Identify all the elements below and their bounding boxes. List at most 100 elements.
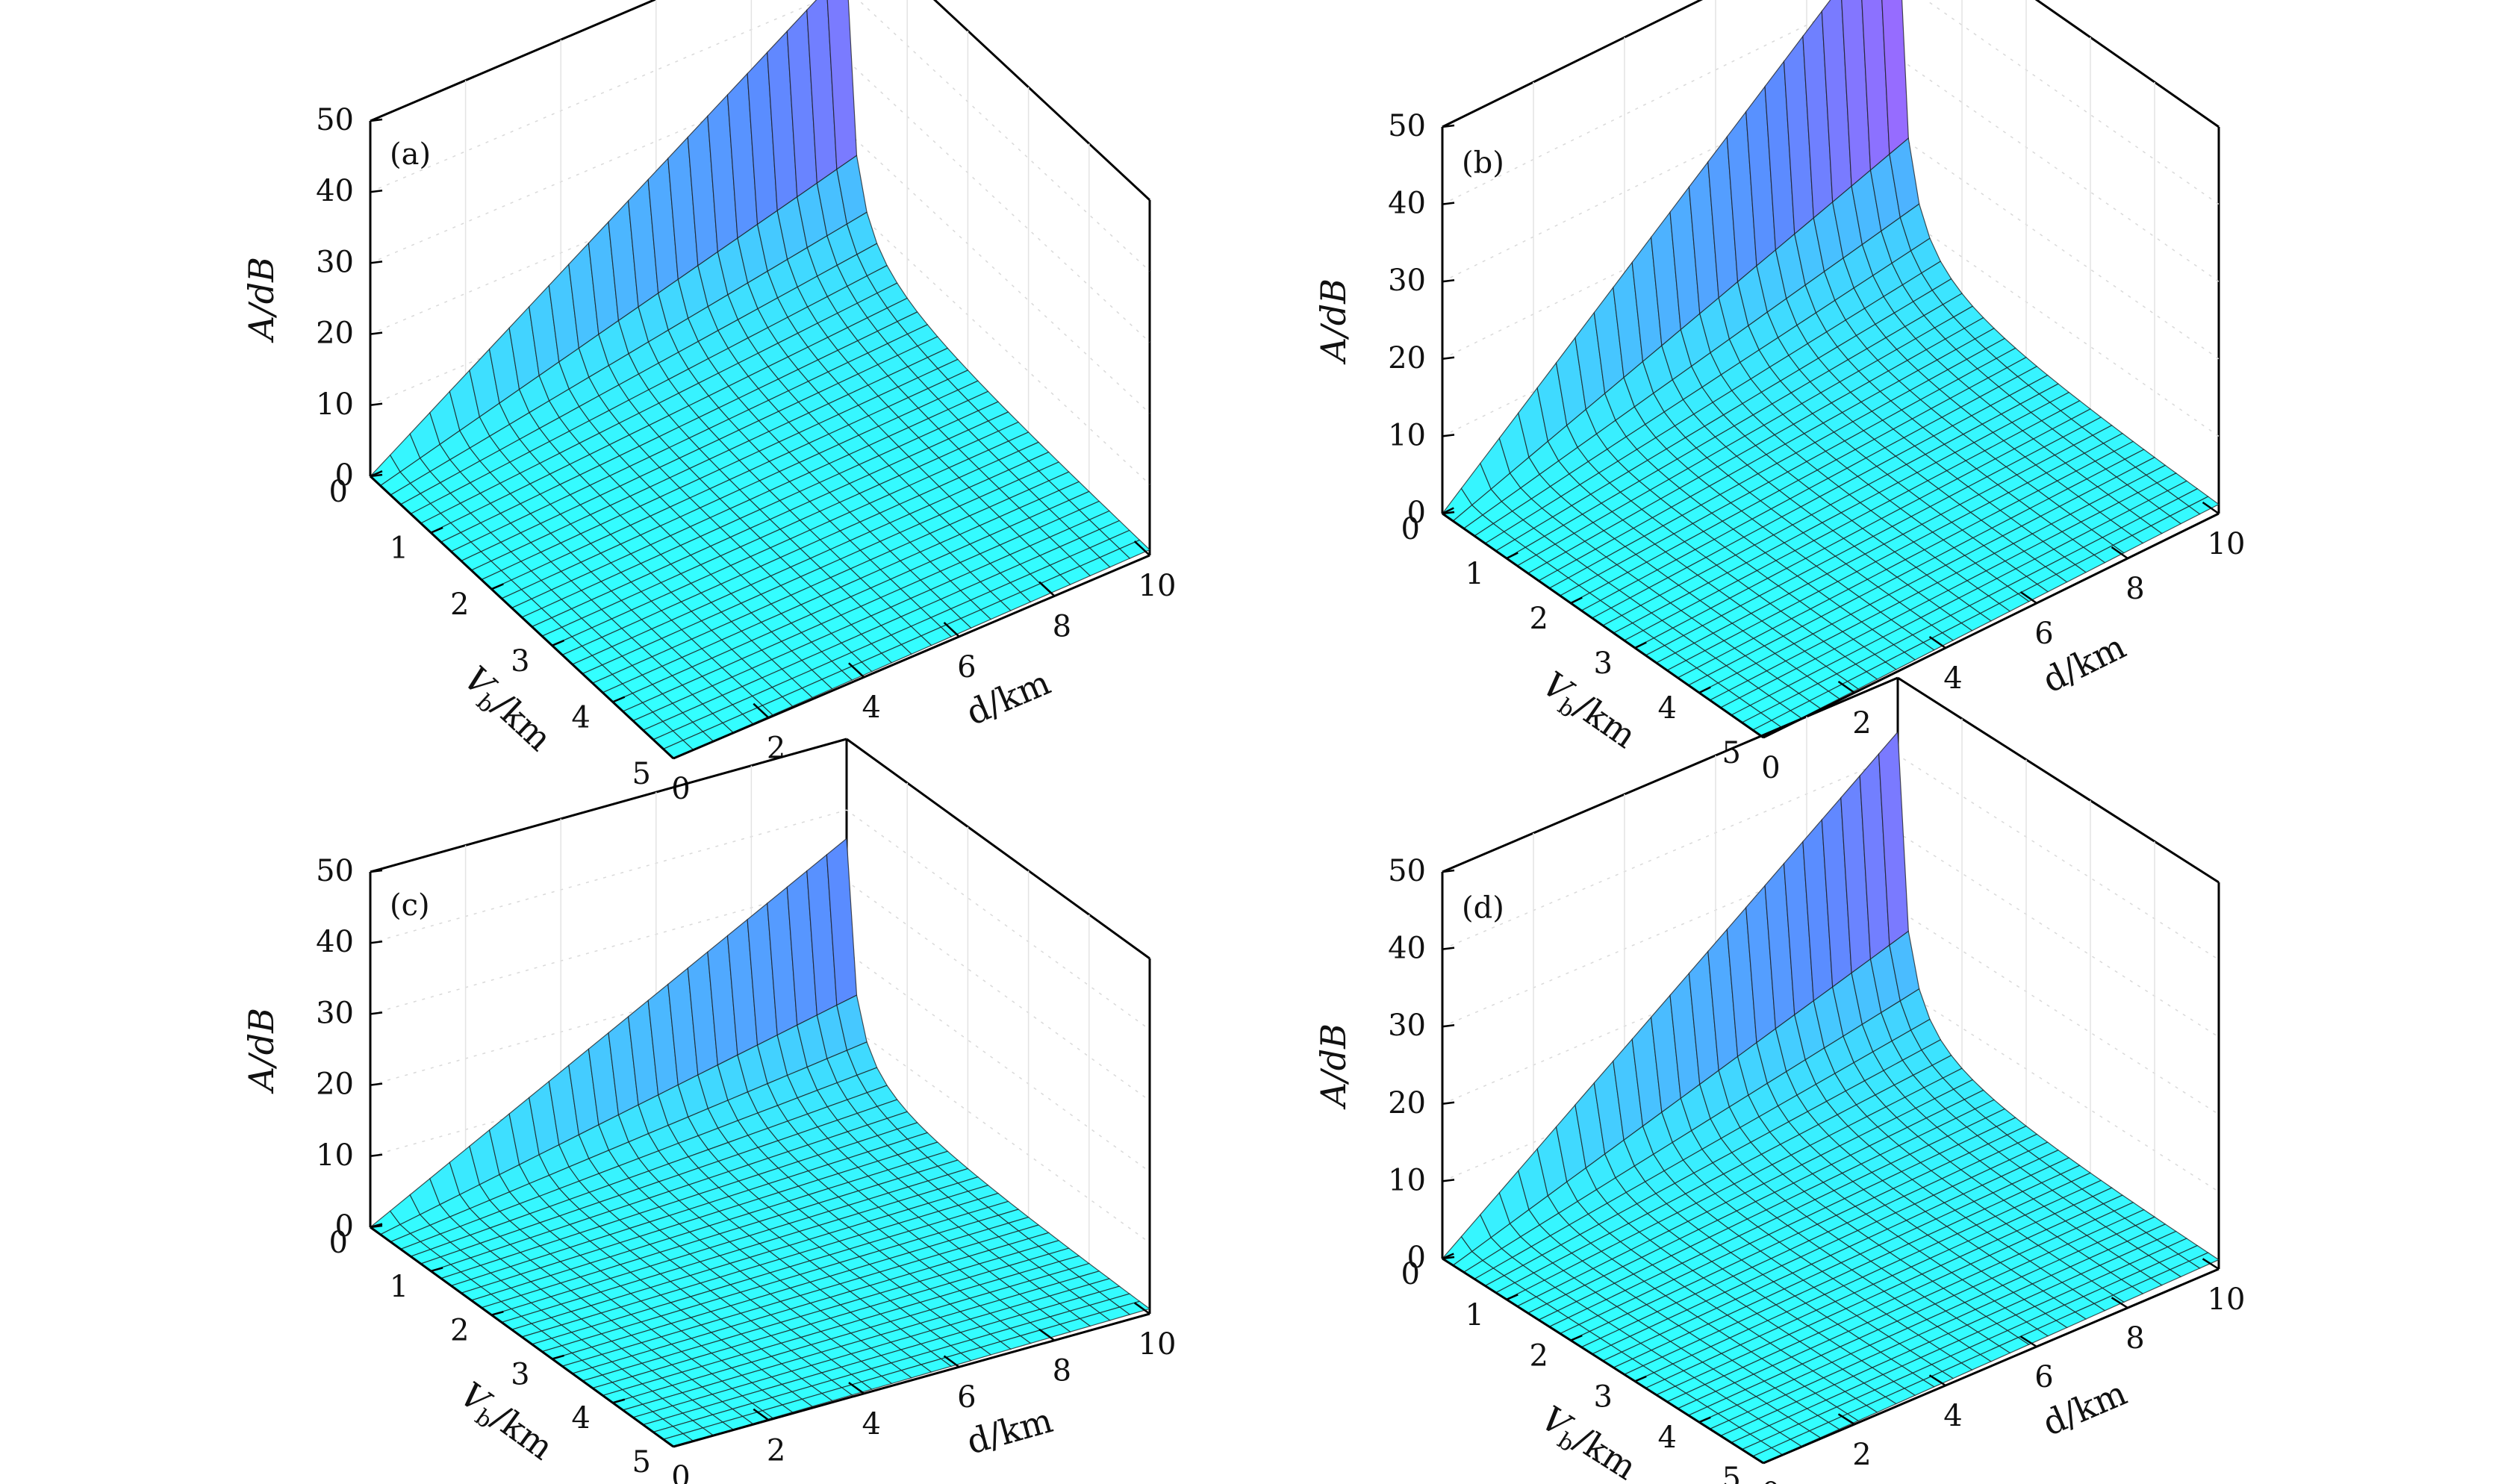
- d-tick-mark: [1928, 635, 1946, 649]
- surface-cell: [1118, 1300, 1151, 1315]
- z-tick-label: 20: [316, 317, 354, 351]
- z-tick-mark: [370, 940, 383, 944]
- vb-tick-mark: [612, 696, 626, 703]
- d-tick-label: 4: [1943, 1399, 1962, 1433]
- z-tick-label: 20: [1388, 1086, 1426, 1120]
- z-tick-label: 50: [1388, 854, 1426, 888]
- d-tick-mark: [943, 621, 960, 637]
- vb-tick-mark: [370, 1223, 383, 1229]
- d-tick-label: 2: [767, 1433, 785, 1468]
- z-tick-mark: [370, 1082, 383, 1086]
- z-tick-mark: [370, 118, 383, 122]
- z-tick-label: 30: [1388, 1008, 1426, 1043]
- back-gridline: [370, 59, 1150, 343]
- vb-axis-label: Vb/km: [1532, 1398, 1644, 1484]
- z-tick-label: 10: [1388, 418, 1426, 452]
- d-tick-mark: [2019, 1335, 2037, 1348]
- z-tick-label: 50: [316, 854, 354, 888]
- d-tick-mark: [657, 1435, 674, 1448]
- z-tick-label: 40: [316, 925, 354, 959]
- vb-tick-mark: [612, 1398, 626, 1404]
- z-tick-mark: [370, 1011, 383, 1015]
- box-edge: [846, 738, 1150, 960]
- vb-tick-mark: [430, 526, 443, 534]
- d-axis-label: d/km: [962, 1400, 1057, 1462]
- z-tick-mark: [370, 331, 383, 335]
- vb-tick-mark: [430, 1267, 443, 1273]
- vb-tick-label: 5: [1722, 1462, 1741, 1484]
- vb-tick-label: 1: [1466, 557, 1484, 591]
- box-edge: [1897, 676, 2220, 884]
- z-tick-label: 40: [1388, 932, 1426, 966]
- z-tick-label: 30: [316, 996, 354, 1030]
- back-gridline: [370, 809, 1150, 1030]
- d-tick-mark: [848, 662, 865, 679]
- z-tick-mark: [1442, 947, 1455, 950]
- d-axis-line: [673, 1312, 1150, 1448]
- z-tick-mark: [1442, 434, 1455, 437]
- vb-tick-label: 2: [1530, 1339, 1548, 1374]
- vb-tick-mark: [1506, 552, 1519, 560]
- vb-tick-label: 1: [1466, 1298, 1484, 1332]
- vb-tick-label: 0: [329, 1226, 348, 1260]
- z-tick-label: 40: [316, 174, 354, 208]
- panel-label: (d): [1462, 891, 1504, 925]
- d-tick-label: 10: [1139, 1327, 1177, 1362]
- vb-axis-label-tail: /km: [1568, 686, 1644, 756]
- vb-tick-mark: [552, 639, 565, 646]
- z-tick-mark: [1442, 1179, 1455, 1182]
- d-tick-mark: [2111, 546, 2128, 560]
- vb-tick-mark: [1763, 731, 1775, 739]
- d-tick-mark: [753, 1408, 770, 1421]
- vb-tick-label: 3: [1594, 646, 1613, 681]
- box-edge: [2034, 0, 2220, 128]
- z-tick-mark: [370, 869, 383, 873]
- d-tick-mark: [1837, 680, 1855, 694]
- vb-axis-line: [369, 475, 675, 760]
- z-tick-label: 0: [335, 1209, 354, 1244]
- d-tick-mark: [1133, 1302, 1150, 1315]
- d-tick-label: 6: [957, 650, 976, 685]
- d-tick-mark: [943, 1355, 960, 1368]
- z-tick-label: 0: [335, 458, 354, 493]
- z-tick-label: 10: [316, 387, 354, 422]
- d-tick-label: 8: [1053, 609, 1071, 643]
- vb-tick-label: 3: [511, 1357, 529, 1391]
- vb-axis-label: Vb/km: [450, 1374, 561, 1472]
- d-tick-mark: [2202, 1258, 2220, 1271]
- z-tick-label: 30: [316, 245, 354, 279]
- z-tick-mark: [1442, 1101, 1455, 1106]
- vb-tick-mark: [552, 1354, 564, 1360]
- d-tick-label: 4: [862, 1407, 880, 1441]
- z-tick-mark: [1442, 356, 1455, 361]
- vb-tick-mark: [1570, 596, 1583, 605]
- vb-tick-label: 0: [1401, 1257, 1420, 1291]
- d-tick-label: 8: [2125, 1321, 2144, 1356]
- z-tick-mark: [1442, 278, 1455, 283]
- d-tick-label: 0: [1761, 751, 1780, 785]
- vb-axis-label: Vb/km: [1533, 664, 1644, 761]
- vb-tick-label: 2: [450, 587, 469, 622]
- vb-tick-mark: [370, 470, 383, 478]
- d-tick-mark: [1133, 540, 1150, 556]
- z-tick-label: 20: [316, 1067, 354, 1102]
- z-tick-label: 10: [1388, 1163, 1426, 1197]
- vb-tick-mark: [1442, 507, 1454, 515]
- d-tick-label: 4: [1943, 661, 1962, 696]
- d-tick-mark: [2111, 1297, 2128, 1309]
- vb-tick-label: 5: [1722, 736, 1741, 770]
- vb-tick-mark: [491, 1310, 504, 1316]
- vb-tick-mark: [1634, 641, 1647, 649]
- box-edge: [370, 0, 657, 122]
- z-tick-mark: [1442, 1023, 1455, 1028]
- z-axis-label: A/dB: [241, 1008, 281, 1094]
- d-axis-line: [1763, 1268, 2220, 1465]
- z-tick-label: 10: [316, 1138, 354, 1173]
- vb-tick-label: 4: [1658, 691, 1677, 726]
- panel-label: (b): [1462, 146, 1504, 180]
- z-tick-mark: [370, 261, 383, 264]
- z-axis-label: A/dB: [1313, 278, 1354, 365]
